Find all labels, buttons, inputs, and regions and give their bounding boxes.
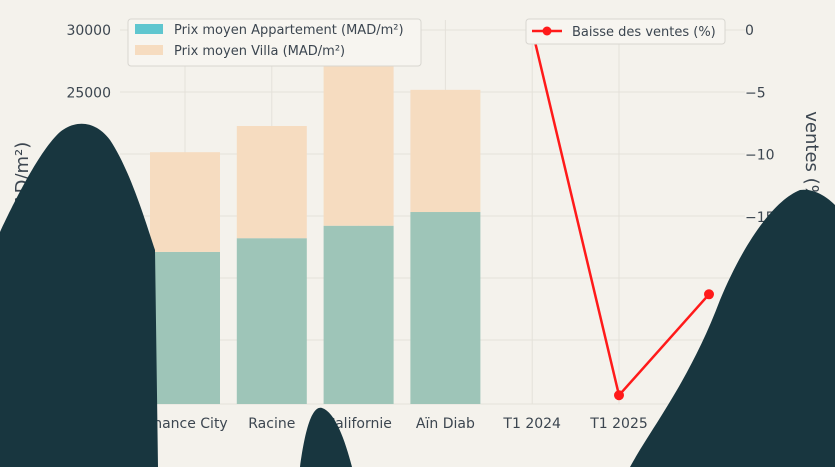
bar-appartement [410, 212, 481, 404]
y-right-tick-label: −10 [745, 148, 775, 164]
y-left-tick-label: 25000 [66, 85, 111, 101]
x-tick-label: Finance City [142, 416, 227, 432]
legend-label-ventes: Baisse des ventes (%) [572, 25, 716, 40]
bar-appartement [236, 238, 307, 404]
bars-group [150, 57, 481, 404]
legend-left-box [127, 18, 422, 67]
x-tick-label: Aïn Diab [416, 416, 475, 432]
dark-silhouette-overlay [0, 123, 835, 467]
x-tick-label: T1 2025 [589, 416, 648, 432]
line-point [704, 289, 714, 300]
y-left-axis-ticks: 25000 30000 [66, 23, 111, 101]
y-right-axis-ticks: 0−5−10−15 [745, 23, 775, 226]
legend-left: Prix moyen Appartement (MAD/m²) Prix moy… [127, 18, 422, 67]
bar-villa [150, 152, 220, 252]
bar-appartement [150, 251, 220, 404]
legend-right-box [525, 18, 726, 45]
y-right-axis-title: ventes (%) [801, 111, 822, 209]
x-tick-label: T1 2024 [502, 416, 561, 432]
y-left-tick-label: 30000 [66, 23, 111, 39]
legend-label-appartement: Prix moyen Appartement (MAD/m²) [174, 23, 404, 38]
y-right-tick-label: 0 [745, 23, 754, 39]
x-tick-label: Californie [325, 416, 392, 432]
legend-swatch-appartement [135, 24, 163, 34]
bar-villa [323, 57, 394, 226]
y-right-tick-label: −5 [745, 85, 766, 101]
legend-right: Baisse des ventes (%) [525, 18, 726, 45]
bar-villa [236, 125, 307, 239]
x-axis-ticks: Finance City Racine Californie Aïn Diab T1 2… [142, 416, 648, 432]
legend-label-villa: Prix moyen Villa (MAD/m²) [174, 44, 345, 59]
legend-marker-ventes [542, 26, 552, 36]
bar-villa [410, 89, 481, 213]
line-point [614, 390, 624, 401]
bar-appartement [323, 225, 394, 404]
line-series-group [527, 25, 714, 401]
legend-swatch-villa [135, 45, 163, 55]
x-tick-label: Racine [248, 416, 295, 432]
